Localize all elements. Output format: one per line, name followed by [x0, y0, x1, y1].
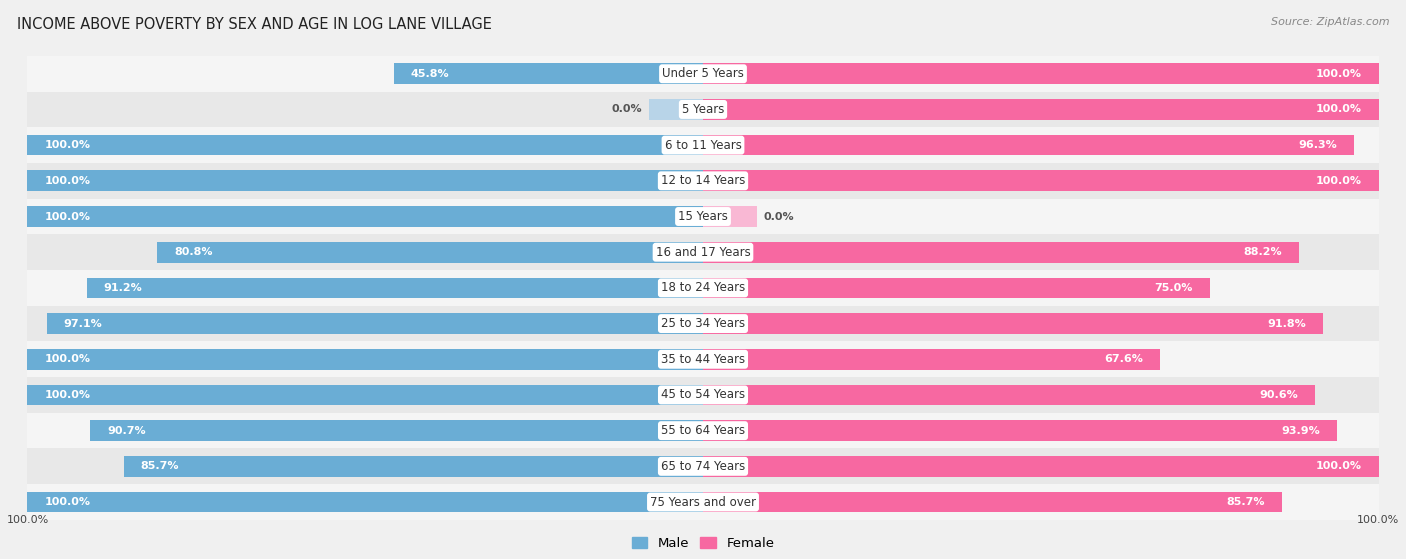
Bar	[27, 484, 1379, 520]
Text: 100.0%: 100.0%	[44, 497, 90, 507]
Bar	[703, 206, 756, 227]
Bar	[703, 99, 1379, 120]
Bar	[27, 206, 703, 227]
Bar	[27, 92, 1379, 127]
Bar	[27, 127, 1379, 163]
Text: 100.0%: 100.0%	[1316, 461, 1362, 471]
Text: 100.0%: 100.0%	[44, 354, 90, 364]
Bar	[157, 242, 703, 263]
Bar	[703, 456, 1379, 477]
Text: 91.8%: 91.8%	[1268, 319, 1306, 329]
Bar	[27, 377, 1379, 413]
Bar	[27, 56, 1379, 92]
Bar	[703, 170, 1379, 191]
Text: 0.0%: 0.0%	[763, 211, 794, 221]
Text: 100.0%: 100.0%	[44, 140, 90, 150]
Bar	[27, 198, 1379, 234]
Text: 6 to 11 Years: 6 to 11 Years	[665, 139, 741, 151]
Text: 90.6%: 90.6%	[1260, 390, 1298, 400]
Bar	[703, 313, 1323, 334]
Text: 15 Years: 15 Years	[678, 210, 728, 223]
Text: 90.7%: 90.7%	[107, 425, 146, 435]
Text: 85.7%: 85.7%	[141, 461, 180, 471]
Bar	[703, 135, 1354, 155]
Legend: Male, Female: Male, Female	[626, 532, 780, 555]
Bar	[27, 413, 1379, 448]
Text: 16 and 17 Years: 16 and 17 Years	[655, 246, 751, 259]
Text: 55 to 64 Years: 55 to 64 Years	[661, 424, 745, 437]
Text: 80.8%: 80.8%	[174, 247, 212, 257]
Text: 97.1%: 97.1%	[63, 319, 103, 329]
Text: 45 to 54 Years: 45 to 54 Years	[661, 389, 745, 401]
Text: 5 Years: 5 Years	[682, 103, 724, 116]
Bar	[46, 313, 703, 334]
Text: 93.9%: 93.9%	[1282, 425, 1320, 435]
Text: 25 to 34 Years: 25 to 34 Years	[661, 317, 745, 330]
Bar	[87, 277, 703, 299]
Bar	[27, 492, 703, 513]
Bar	[27, 349, 703, 369]
Text: 100.0%: 100.0%	[44, 390, 90, 400]
Text: 67.6%: 67.6%	[1104, 354, 1143, 364]
Bar	[27, 163, 1379, 198]
Bar	[27, 306, 1379, 342]
Text: 75 Years and over: 75 Years and over	[650, 495, 756, 509]
Text: 100.0%: 100.0%	[1357, 515, 1399, 525]
Text: Under 5 Years: Under 5 Years	[662, 67, 744, 80]
Bar	[124, 456, 703, 477]
Bar	[703, 349, 1160, 369]
Bar	[90, 420, 703, 441]
Text: 75.0%: 75.0%	[1154, 283, 1192, 293]
Text: 18 to 24 Years: 18 to 24 Years	[661, 281, 745, 295]
Text: Source: ZipAtlas.com: Source: ZipAtlas.com	[1271, 17, 1389, 27]
Text: 100.0%: 100.0%	[1316, 176, 1362, 186]
Bar	[703, 420, 1337, 441]
Bar	[27, 385, 703, 405]
Text: 45.8%: 45.8%	[411, 69, 449, 79]
Bar	[27, 135, 703, 155]
Bar	[27, 448, 1379, 484]
Text: 0.0%: 0.0%	[612, 105, 643, 115]
Text: 100.0%: 100.0%	[44, 211, 90, 221]
Text: 100.0%: 100.0%	[7, 515, 49, 525]
Text: 100.0%: 100.0%	[44, 176, 90, 186]
Bar	[703, 385, 1315, 405]
Bar	[703, 242, 1299, 263]
Text: 88.2%: 88.2%	[1243, 247, 1282, 257]
Bar	[650, 99, 703, 120]
Bar	[394, 63, 703, 84]
Text: 65 to 74 Years: 65 to 74 Years	[661, 460, 745, 473]
Text: INCOME ABOVE POVERTY BY SEX AND AGE IN LOG LANE VILLAGE: INCOME ABOVE POVERTY BY SEX AND AGE IN L…	[17, 17, 492, 32]
Bar	[27, 270, 1379, 306]
Text: 100.0%: 100.0%	[1316, 69, 1362, 79]
Text: 12 to 14 Years: 12 to 14 Years	[661, 174, 745, 187]
Text: 96.3%: 96.3%	[1298, 140, 1337, 150]
Text: 100.0%: 100.0%	[1316, 105, 1362, 115]
Bar	[27, 170, 703, 191]
Bar	[27, 234, 1379, 270]
Text: 91.2%: 91.2%	[104, 283, 142, 293]
Bar	[703, 492, 1282, 513]
Bar	[27, 342, 1379, 377]
Text: 35 to 44 Years: 35 to 44 Years	[661, 353, 745, 366]
Text: 85.7%: 85.7%	[1226, 497, 1265, 507]
Bar	[703, 277, 1209, 299]
Bar	[703, 63, 1379, 84]
